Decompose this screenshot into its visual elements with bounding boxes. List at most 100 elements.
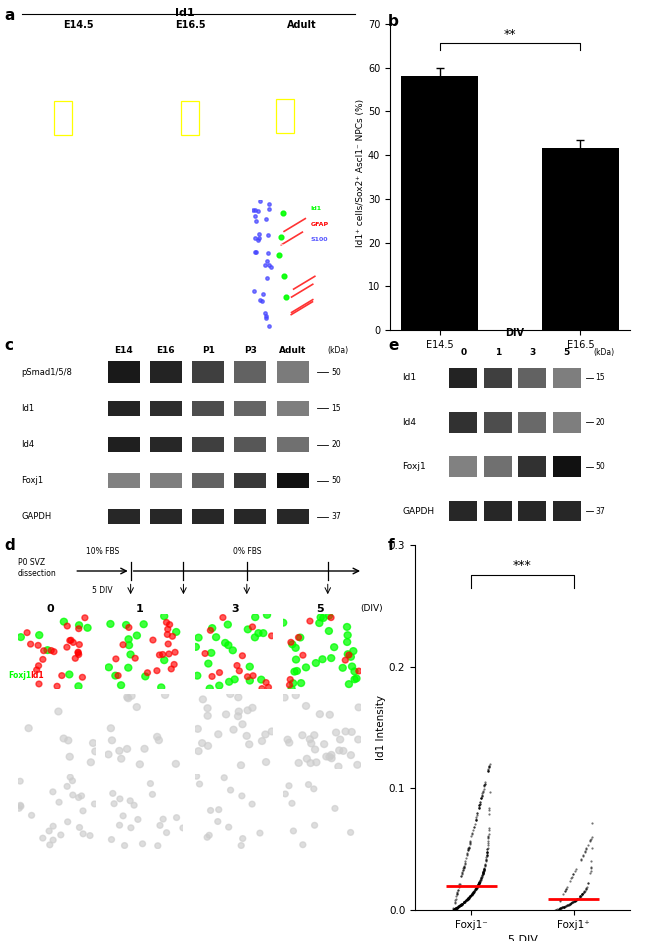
Point [456, 898, 466, 913]
Circle shape [142, 673, 149, 679]
Bar [449, 368, 477, 389]
Point [484, 758, 495, 774]
Circle shape [326, 754, 333, 760]
Point [452, 901, 462, 916]
Point [480, 774, 490, 789]
Point [53, 145, 63, 160]
Point [473, 877, 484, 892]
Circle shape [165, 641, 171, 646]
Point [276, 230, 286, 245]
Circle shape [326, 628, 332, 634]
Point [209, 134, 220, 149]
Point [471, 880, 482, 895]
Text: 37: 37 [595, 506, 605, 516]
Point [451, 901, 462, 916]
Point [452, 900, 462, 915]
Point [575, 888, 586, 903]
Circle shape [282, 791, 288, 797]
Point [559, 900, 569, 915]
Point [473, 801, 484, 816]
Point [474, 873, 485, 888]
Circle shape [75, 795, 81, 801]
Circle shape [107, 725, 114, 731]
Circle shape [246, 663, 254, 670]
Point [575, 888, 586, 903]
Bar [107, 473, 140, 487]
Point [220, 103, 231, 118]
Point [454, 899, 464, 914]
Bar [276, 438, 309, 452]
Circle shape [168, 666, 174, 672]
Point [559, 899, 569, 914]
Circle shape [157, 822, 163, 828]
Text: Id4: Id4 [21, 440, 34, 449]
Point [289, 115, 300, 130]
Point [471, 880, 482, 895]
Point [566, 896, 576, 911]
Circle shape [80, 831, 86, 837]
Point [581, 841, 592, 856]
Point [263, 87, 273, 102]
Bar [54, 102, 72, 136]
Point [255, 67, 265, 82]
Point [94, 101, 105, 116]
Circle shape [28, 641, 34, 647]
Bar [519, 501, 546, 521]
Circle shape [113, 656, 119, 662]
Point [450, 901, 461, 916]
Point [455, 898, 465, 913]
Point [471, 882, 481, 897]
Point [311, 90, 321, 105]
Point [166, 136, 176, 151]
Circle shape [226, 678, 233, 685]
Point [174, 56, 184, 71]
Point [470, 883, 480, 898]
Circle shape [92, 801, 98, 806]
Point [471, 812, 481, 827]
Circle shape [207, 628, 213, 633]
Point [99, 126, 109, 141]
Circle shape [229, 647, 237, 654]
Circle shape [118, 682, 125, 689]
Circle shape [202, 650, 208, 657]
Point [482, 848, 492, 863]
Point [577, 887, 587, 902]
Point [250, 244, 261, 259]
Point [450, 901, 461, 916]
Bar [276, 99, 294, 134]
Circle shape [304, 756, 311, 762]
Point [459, 895, 469, 910]
Point [469, 884, 480, 899]
Point [575, 889, 585, 904]
Circle shape [289, 801, 295, 806]
Point [476, 869, 487, 885]
Circle shape [141, 745, 148, 752]
Point [448, 902, 458, 917]
Point [575, 853, 586, 868]
Point [473, 878, 483, 893]
Point [462, 892, 473, 907]
Circle shape [66, 671, 73, 678]
Circle shape [259, 686, 265, 692]
Point [450, 901, 461, 916]
Point [482, 837, 493, 853]
Point [556, 901, 566, 916]
Circle shape [292, 656, 300, 663]
Point [263, 246, 274, 261]
Circle shape [64, 623, 70, 629]
Circle shape [192, 644, 200, 650]
Point [142, 105, 152, 120]
Point [452, 900, 463, 915]
Point [569, 893, 580, 908]
Point [452, 885, 462, 901]
Circle shape [50, 823, 56, 829]
Bar [553, 501, 580, 521]
Circle shape [344, 651, 352, 658]
Bar [192, 438, 224, 452]
Point [479, 861, 489, 876]
Point [473, 878, 483, 893]
Point [474, 876, 484, 891]
Point [471, 882, 481, 897]
Point [463, 841, 474, 856]
Point [458, 861, 469, 876]
